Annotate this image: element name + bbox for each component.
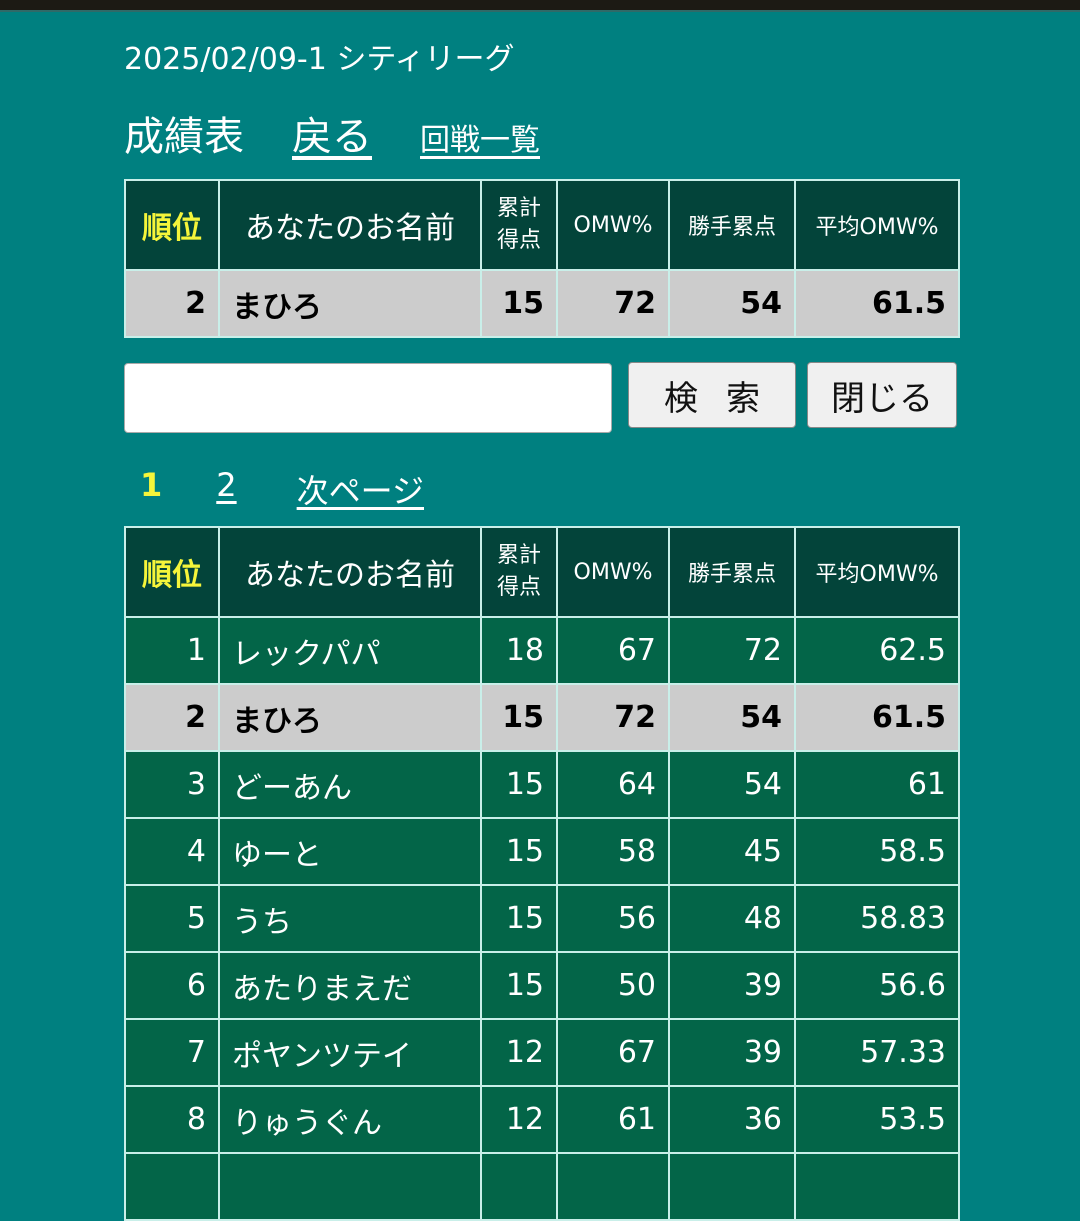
avg-omw-cell: 58.83 xyxy=(794,884,960,953)
next-page-link[interactable]: 次ページ xyxy=(296,472,424,510)
rank-cell: 4 xyxy=(124,817,220,886)
points-cell: 15 xyxy=(480,817,558,886)
status-bar xyxy=(0,0,1080,12)
avg-omw-cell: 62.5 xyxy=(794,616,960,685)
name-cell: りゅうぐん xyxy=(218,1085,482,1154)
my-result-row: 2 まひろ 15 72 54 61.5 xyxy=(124,269,960,338)
page-title: 成績表 xyxy=(124,114,244,160)
table-row: 8 りゅうぐん 12 61 36 53.5 xyxy=(124,1085,960,1154)
omw-cell: 61 xyxy=(556,1085,670,1154)
my-result-table: 順位 あなたのお名前 累計得点 OMW% 勝手累点 平均OMW% 2 まひろ 1… xyxy=(124,179,960,338)
rank-cell: 8 xyxy=(124,1085,220,1154)
avg-omw-cell: 61 xyxy=(794,750,960,819)
points-cell: 12 xyxy=(480,1085,558,1154)
omw-cell: 56 xyxy=(556,884,670,953)
col-points-line1: 累計 xyxy=(496,543,541,568)
page-heading-row: 成績表 戻る 回戦一覧 xyxy=(124,104,540,162)
avg-omw-cell: 61.5 xyxy=(794,269,960,338)
katte-cell: 54 xyxy=(668,269,796,338)
katte-cell: 54 xyxy=(668,750,796,819)
table-row: 1 レックパパ 18 67 72 62.5 xyxy=(124,616,960,685)
standings-table: 順位 あなたのお名前 累計 得点 OMW% 勝手累点 平均OMW% 1 レックパパ 1… xyxy=(124,526,960,1221)
col-points-line1: 累計 xyxy=(496,196,541,221)
page-current: 1 xyxy=(140,466,163,504)
katte-cell: 45 xyxy=(668,817,796,886)
close-button[interactable]: 閉じる xyxy=(807,362,957,428)
search-input[interactable] xyxy=(124,363,612,433)
search-button[interactable]: 検索 xyxy=(628,362,796,428)
pagination: 1 2 次ページ xyxy=(140,466,424,512)
table-row: 7 ポヤンツテイ 12 67 39 57.33 xyxy=(124,1018,960,1087)
avg-omw-cell: 53.5 xyxy=(794,1085,960,1154)
table-row: 4 ゆーと 15 58 45 58.5 xyxy=(124,817,960,886)
avg-omw-cell: 56.6 xyxy=(794,951,960,1020)
omw-cell: 67 xyxy=(556,616,670,685)
col-points: 累計 得点 xyxy=(480,179,558,271)
col-katte: 勝手累点 xyxy=(668,179,796,271)
name-cell: まひろ xyxy=(218,683,482,752)
col-points-line2: 得点 xyxy=(496,575,541,600)
rounds-list-link[interactable]: 回戦一覧 xyxy=(420,123,540,158)
col-name: あなたのお名前 xyxy=(218,526,482,618)
omw-cell: 58 xyxy=(556,817,670,886)
table-header: 順位 あなたのお名前 累計得点 OMW% 勝手累点 平均OMW% xyxy=(124,179,960,271)
col-name: あなたのお名前 xyxy=(218,179,482,271)
avg-omw-cell: 58.5 xyxy=(794,817,960,886)
katte-cell: 39 xyxy=(668,1018,796,1087)
col-omw: OMW% xyxy=(556,526,670,618)
points-cell: 15 xyxy=(480,884,558,953)
rank-cell: 6 xyxy=(124,951,220,1020)
katte-cell: 48 xyxy=(668,884,796,953)
name-cell: レックパパ xyxy=(218,616,482,685)
rank-cell: 2 xyxy=(124,269,220,338)
rank-cell: 7 xyxy=(124,1018,220,1087)
points-cell: 15 xyxy=(480,269,558,338)
rank-cell: 5 xyxy=(124,884,220,953)
col-avg-omw: 平均OMW% xyxy=(794,179,960,271)
event-title: 2025/02/09-1 シティリーグ xyxy=(124,42,515,77)
rank-cell: 2 xyxy=(124,683,220,752)
omw-cell: 67 xyxy=(556,1018,670,1087)
points-cell: 15 xyxy=(480,683,558,752)
name-cell: ポヤンツテイ xyxy=(218,1018,482,1087)
table-header: 順位 あなたのお名前 累計得点 OMW% 勝手累点 平均OMW% xyxy=(124,526,960,618)
points-cell: 15 xyxy=(480,951,558,1020)
col-omw: OMW% xyxy=(556,179,670,271)
points-cell: 18 xyxy=(480,616,558,685)
table-row: 3 どーあん 15 64 54 61 xyxy=(124,750,960,819)
name-cell: まひろ xyxy=(218,269,482,338)
rank-cell: 3 xyxy=(124,750,220,819)
katte-cell: 39 xyxy=(668,951,796,1020)
omw-cell: 50 xyxy=(556,951,670,1020)
back-link[interactable]: 戻る xyxy=(292,114,372,160)
omw-cell: 64 xyxy=(556,750,670,819)
name-cell: ゆーと xyxy=(218,817,482,886)
avg-omw-cell: 57.33 xyxy=(794,1018,960,1087)
table-row: 2 まひろ 15 72 54 61.5 xyxy=(124,683,960,752)
points-cell: 15 xyxy=(480,750,558,819)
points-cell: 12 xyxy=(480,1018,558,1087)
col-points: 累計 得点 xyxy=(480,526,558,618)
col-rank: 順位 xyxy=(124,179,220,271)
katte-cell: 72 xyxy=(668,616,796,685)
col-rank: 順位 xyxy=(124,526,220,618)
katte-cell: 54 xyxy=(668,683,796,752)
col-avg-omw: 平均OMW% xyxy=(794,526,960,618)
name-cell: どーあん xyxy=(218,750,482,819)
omw-cell: 72 xyxy=(556,683,670,752)
table-row: 6 あたりまえだ 15 50 39 56.6 xyxy=(124,951,960,1020)
col-katte: 勝手累点 xyxy=(668,526,796,618)
avg-omw-cell: 61.5 xyxy=(794,683,960,752)
omw-cell: 72 xyxy=(556,269,670,338)
table-row: 5 うち 15 56 48 58.83 xyxy=(124,884,960,953)
page-2-link[interactable]: 2 xyxy=(216,466,237,504)
name-cell: あたりまえだ xyxy=(218,951,482,1020)
name-cell: うち xyxy=(218,884,482,953)
katte-cell: 36 xyxy=(668,1085,796,1154)
col-points-line2: 得点 xyxy=(496,228,541,253)
rank-cell: 1 xyxy=(124,616,220,685)
